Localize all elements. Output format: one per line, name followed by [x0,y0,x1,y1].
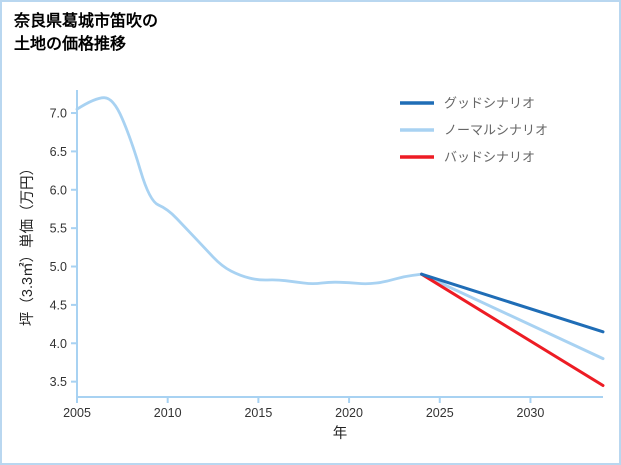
series-good-scenario [420,272,605,334]
x-tick-label: 2010 [154,406,182,420]
y-tick-label: 4.0 [50,337,67,351]
y-tick-label: 4.5 [50,298,67,312]
legend-label-bad: バッドシナリオ [444,150,535,165]
y-tick-label: 5.5 [50,222,67,236]
chart-title-line1: 奈良県葛城市笛吹の [14,13,159,30]
x-tick-label: 2030 [517,406,545,420]
y-tick-label: 3.5 [50,375,67,389]
legend-label-normal: ノーマルシナリオ [444,123,548,138]
y-tick-label: 7.0 [50,107,67,121]
y-tick-label: 6.0 [50,183,67,197]
x-tick-label: 2015 [244,406,272,420]
x-tick-label: 2005 [63,406,91,420]
y-tick-label: 6.5 [50,145,67,159]
chart-title-line2: 土地の価格推移 [14,36,127,54]
x-tick-label: 2025 [426,406,454,420]
series-history [75,96,423,286]
series-bad-scenario [420,272,605,387]
legend-label-good: グッドシナリオ [444,96,535,111]
series-normal-scenario [420,272,605,361]
x-tick-label: 2020 [335,406,363,420]
x-axis-label: 年 [333,425,348,442]
y-axis-label: 坪（3.3㎡）単価（万円） [19,161,36,326]
y-tick-label: 5.0 [50,260,67,274]
chart-title: 奈良県葛城市笛吹の 土地の価格推移 [14,10,158,56]
